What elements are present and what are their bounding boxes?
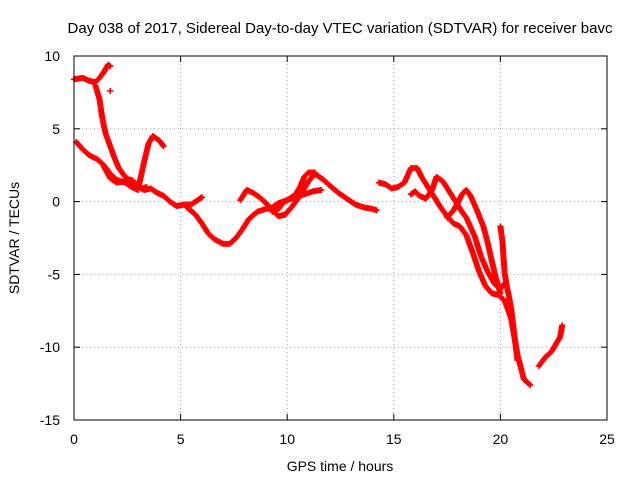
data-point [497, 290, 504, 297]
data-point-outlier [107, 87, 114, 94]
y-axis-label: SDTVAR / TECUs [6, 182, 22, 294]
plot-frame [73, 55, 608, 421]
y-tick-label: 10 [44, 48, 60, 64]
series-trace-d [100, 163, 150, 192]
data-point [318, 186, 325, 193]
data-point [198, 194, 205, 201]
data-point [107, 63, 114, 70]
data-point [143, 184, 150, 191]
data-layer [71, 61, 566, 389]
data-point [159, 142, 166, 149]
y-tick-label: 5 [52, 121, 60, 137]
chart-title: Day 038 of 2017, Sidereal Day-to-day VTE… [68, 20, 613, 37]
x-tick-label: 15 [386, 431, 402, 447]
x-tick-label: 5 [177, 431, 185, 447]
series-trace-h [375, 165, 534, 389]
data-point [527, 382, 534, 389]
x-tick-label: 10 [279, 431, 295, 447]
series-trace-k [497, 223, 521, 364]
x-tick-label: 0 [70, 431, 78, 447]
series-trace-g [269, 169, 318, 215]
x-tick-label: 20 [493, 431, 509, 447]
data-point [311, 169, 318, 176]
y-tick-label: -10 [40, 339, 60, 355]
data-point [514, 357, 521, 364]
y-tick-label: -5 [48, 266, 61, 282]
data-point [160, 143, 167, 150]
x-axis-label: GPS time / hours [287, 458, 394, 474]
y-tick-label: 0 [52, 194, 60, 210]
series-trace-j [444, 186, 504, 297]
data-point [526, 381, 533, 388]
data-point [373, 207, 380, 214]
data-point [559, 322, 566, 329]
x-tick-label: 25 [599, 431, 615, 447]
series-outliers [107, 87, 114, 94]
series-trace-l [535, 322, 566, 370]
y-tick-label: -15 [40, 412, 60, 428]
tick-layer: 0 5 10 15 20 25 -15 -10 -5 0 5 10 [40, 48, 615, 447]
